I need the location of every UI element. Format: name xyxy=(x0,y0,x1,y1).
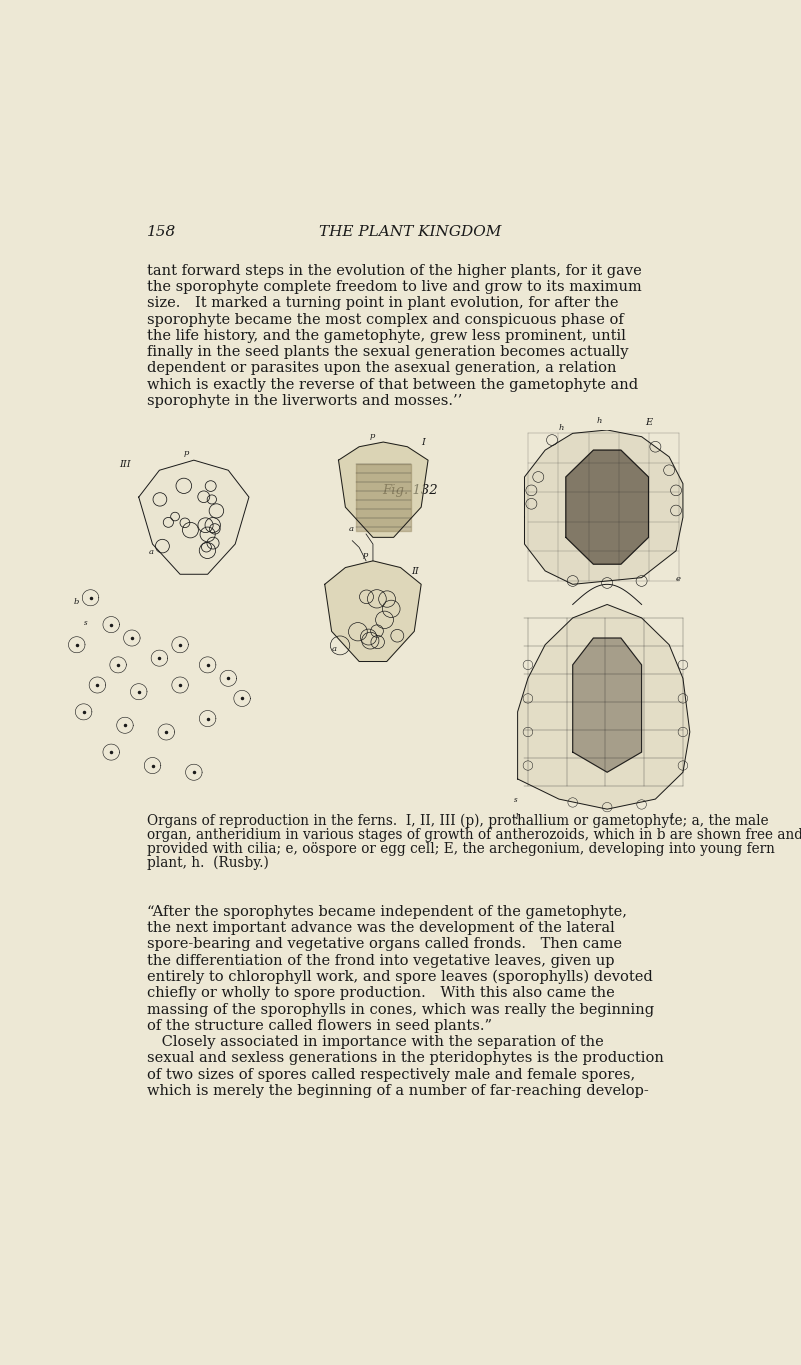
Text: sporophyte became the most complex and conspicuous phase of: sporophyte became the most complex and c… xyxy=(147,313,623,326)
Polygon shape xyxy=(573,637,642,773)
Text: size. It marked a turning point in plant evolution, for after the: size. It marked a turning point in plant… xyxy=(147,296,618,310)
Text: sexual and sexless generations in the pteridophytes is the production: sexual and sexless generations in the pt… xyxy=(147,1051,663,1066)
Polygon shape xyxy=(566,450,649,564)
Text: I: I xyxy=(421,438,425,446)
Text: of two sizes of spores called respectively male and female spores,: of two sizes of spores called respective… xyxy=(147,1067,635,1081)
Text: the life history, and the gametophyte, grew less prominent, until: the life history, and the gametophyte, g… xyxy=(147,329,626,343)
Text: which is merely the beginning of a number of far-reaching develop-: which is merely the beginning of a numbe… xyxy=(147,1084,649,1097)
Text: chiefly or wholly to spore production. With this also came the: chiefly or wholly to spore production. W… xyxy=(147,987,614,1001)
Text: the sporophyte complete freedom to live and grow to its maximum: the sporophyte complete freedom to live … xyxy=(147,280,642,293)
Text: p: p xyxy=(369,433,375,440)
Text: E: E xyxy=(645,418,652,427)
Text: Organs of reproduction in the ferns.  I, II, III (p), prothallium or gametophyte: Organs of reproduction in the ferns. I, … xyxy=(147,814,768,827)
Text: III: III xyxy=(119,460,131,470)
Text: tant forward steps in the evolution of the higher plants, for it gave: tant forward steps in the evolution of t… xyxy=(147,263,642,277)
Text: dependent or parasites upon the asexual generation, a relation: dependent or parasites upon the asexual … xyxy=(147,362,616,375)
Text: e: e xyxy=(676,575,681,583)
Text: a: a xyxy=(332,646,336,654)
Polygon shape xyxy=(339,442,428,538)
Text: the next important advance was the development of the lateral: the next important advance was the devel… xyxy=(147,921,614,935)
Text: 1: 1 xyxy=(669,814,674,822)
Polygon shape xyxy=(139,460,249,575)
Text: s: s xyxy=(514,796,517,804)
Text: 158: 158 xyxy=(147,225,176,239)
Polygon shape xyxy=(517,605,690,809)
Text: a: a xyxy=(149,549,154,556)
Text: organ, antheridium in various stages of growth of antherozoids, which in b are s: organ, antheridium in various stages of … xyxy=(147,827,801,842)
Text: “After the sporophytes became independent of the gametophyte,: “After the sporophytes became independen… xyxy=(147,905,626,919)
Text: entirely to chlorophyll work, and spore leaves (sporophylls) devoted: entirely to chlorophyll work, and spore … xyxy=(147,971,653,984)
Text: Closely associated in importance with the separation of the: Closely associated in importance with th… xyxy=(147,1035,603,1050)
Text: h: h xyxy=(597,418,602,426)
Text: II: II xyxy=(411,568,419,576)
Text: provided with cilia; e, oöspore or egg cell; E, the archegonium, developing into: provided with cilia; e, oöspore or egg c… xyxy=(147,842,775,856)
Text: massing of the sporophylls in cones, which was really the beginning: massing of the sporophylls in cones, whi… xyxy=(147,1002,654,1017)
Text: 1: 1 xyxy=(514,814,519,822)
Text: sporophyte in the liverworts and mosses.’’: sporophyte in the liverworts and mosses.… xyxy=(147,394,462,408)
Text: b: b xyxy=(74,598,78,606)
Text: a: a xyxy=(349,524,354,532)
Polygon shape xyxy=(525,430,683,584)
Text: finally in the seed plants the sexual generation becomes actually: finally in the seed plants the sexual ge… xyxy=(147,345,628,359)
Text: Fig. 132: Fig. 132 xyxy=(383,485,438,497)
Text: h: h xyxy=(559,425,565,431)
Text: which is exactly the reverse of that between the gametophyte and: which is exactly the reverse of that bet… xyxy=(147,378,638,392)
Text: p: p xyxy=(183,449,189,457)
Text: spore-bearing and vegetative organs called fronds. Then came: spore-bearing and vegetative organs call… xyxy=(147,938,622,951)
Text: THE PLANT KINGDOM: THE PLANT KINGDOM xyxy=(320,225,501,239)
Text: of the structure called flowers in seed plants.”: of the structure called flowers in seed … xyxy=(147,1018,492,1033)
Text: p: p xyxy=(363,551,368,560)
Text: plant, h.  (Rusby.): plant, h. (Rusby.) xyxy=(147,856,268,871)
Text: the differentiation of the frond into vegetative leaves, given up: the differentiation of the frond into ve… xyxy=(147,954,614,968)
Polygon shape xyxy=(324,561,421,662)
Text: s: s xyxy=(83,618,87,627)
